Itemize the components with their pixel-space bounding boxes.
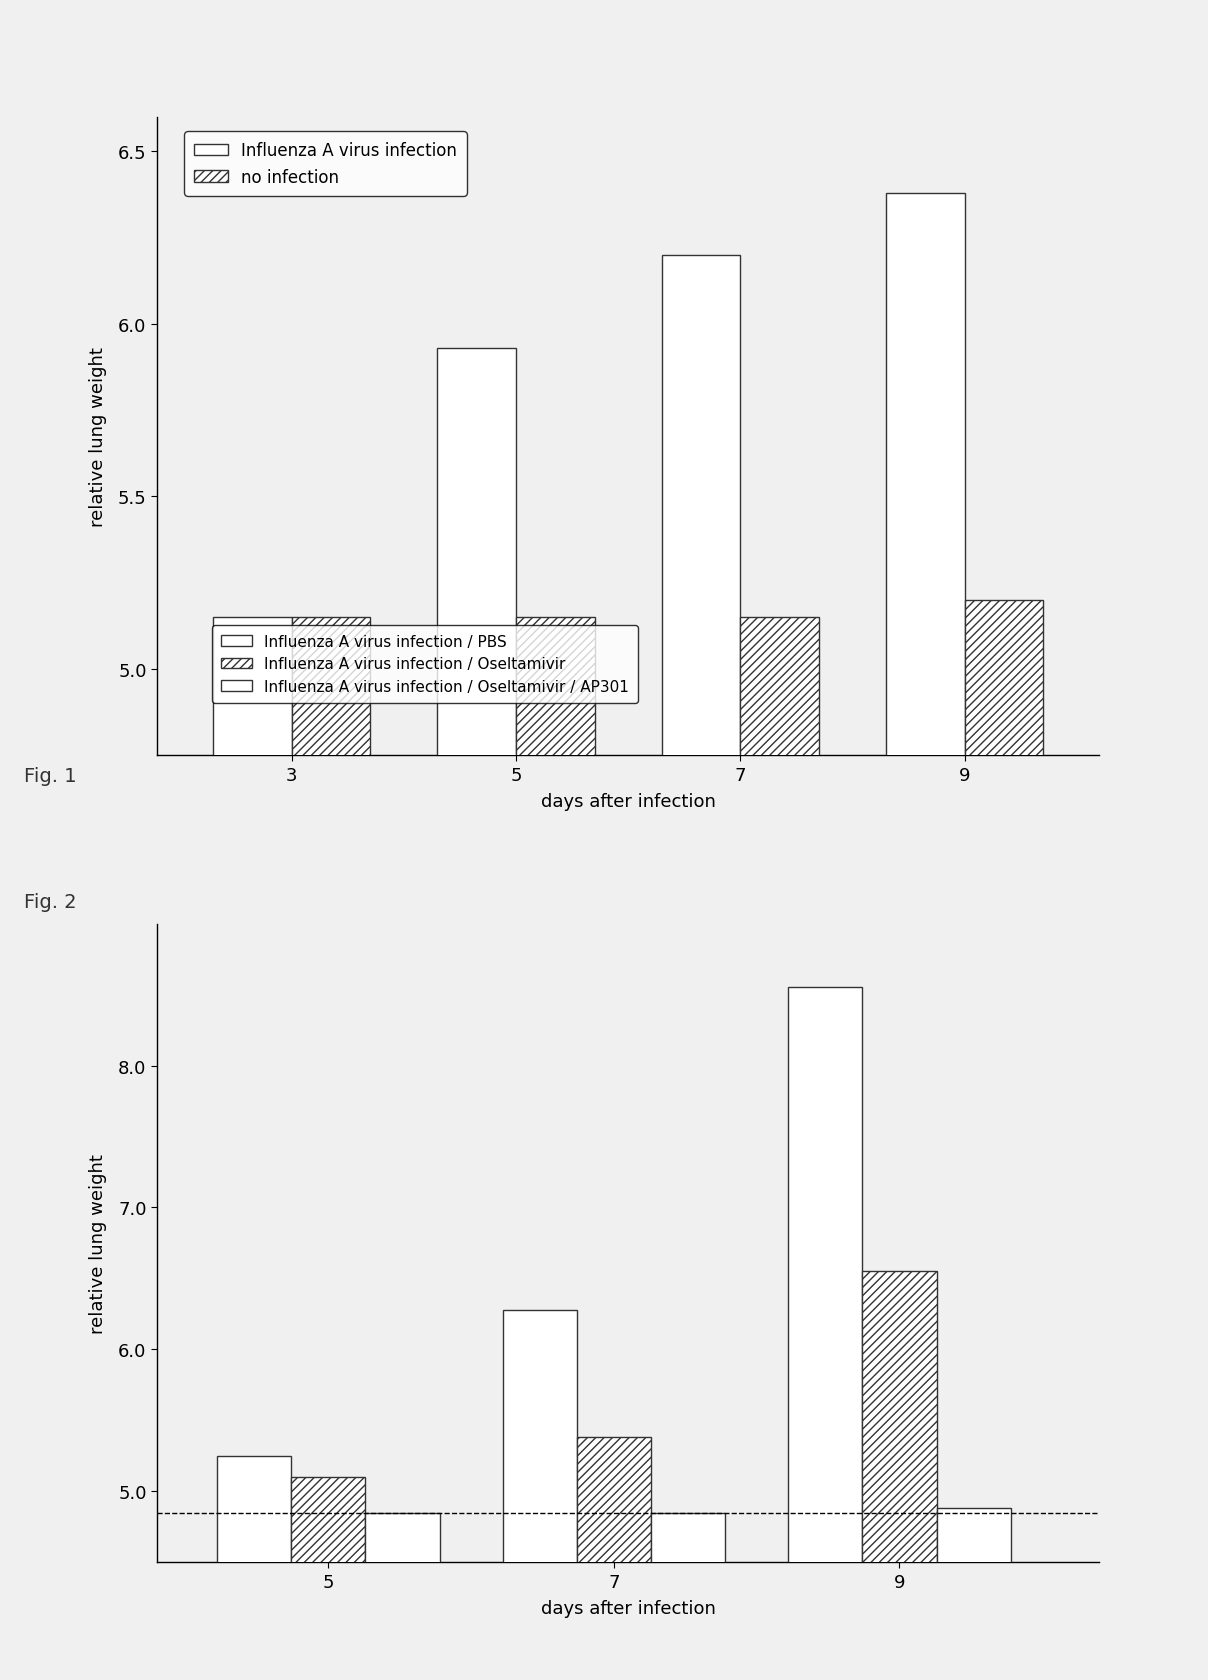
Bar xyxy=(662,255,741,1680)
Y-axis label: relative lung weight: relative lung weight xyxy=(88,346,106,528)
Bar xyxy=(503,1310,576,1680)
Bar xyxy=(887,193,965,1680)
X-axis label: days after infection: days after infection xyxy=(541,1599,715,1618)
Bar xyxy=(936,1509,1011,1680)
Bar xyxy=(366,1512,440,1680)
Bar xyxy=(217,1457,291,1680)
Text: Fig. 1: Fig. 1 xyxy=(24,766,77,785)
Legend: Influenza A virus infection / PBS, Influenza A virus infection / Oseltamivir, In: Influenza A virus infection / PBS, Influ… xyxy=(211,625,638,704)
Bar xyxy=(741,618,819,1680)
Bar xyxy=(437,349,516,1680)
Bar xyxy=(291,1477,366,1680)
Text: Fig. 2: Fig. 2 xyxy=(24,892,77,911)
Bar xyxy=(291,618,370,1680)
Bar xyxy=(213,618,291,1680)
Legend: Influenza A virus infection, no infection: Influenza A virus infection, no infectio… xyxy=(184,133,466,197)
Bar xyxy=(863,1272,936,1680)
Bar xyxy=(788,988,863,1680)
Bar xyxy=(651,1512,725,1680)
Y-axis label: relative lung weight: relative lung weight xyxy=(89,1152,108,1334)
X-axis label: days after infection: days after infection xyxy=(541,793,715,811)
Bar xyxy=(516,618,594,1680)
Bar xyxy=(965,601,1044,1680)
Bar xyxy=(576,1438,651,1680)
